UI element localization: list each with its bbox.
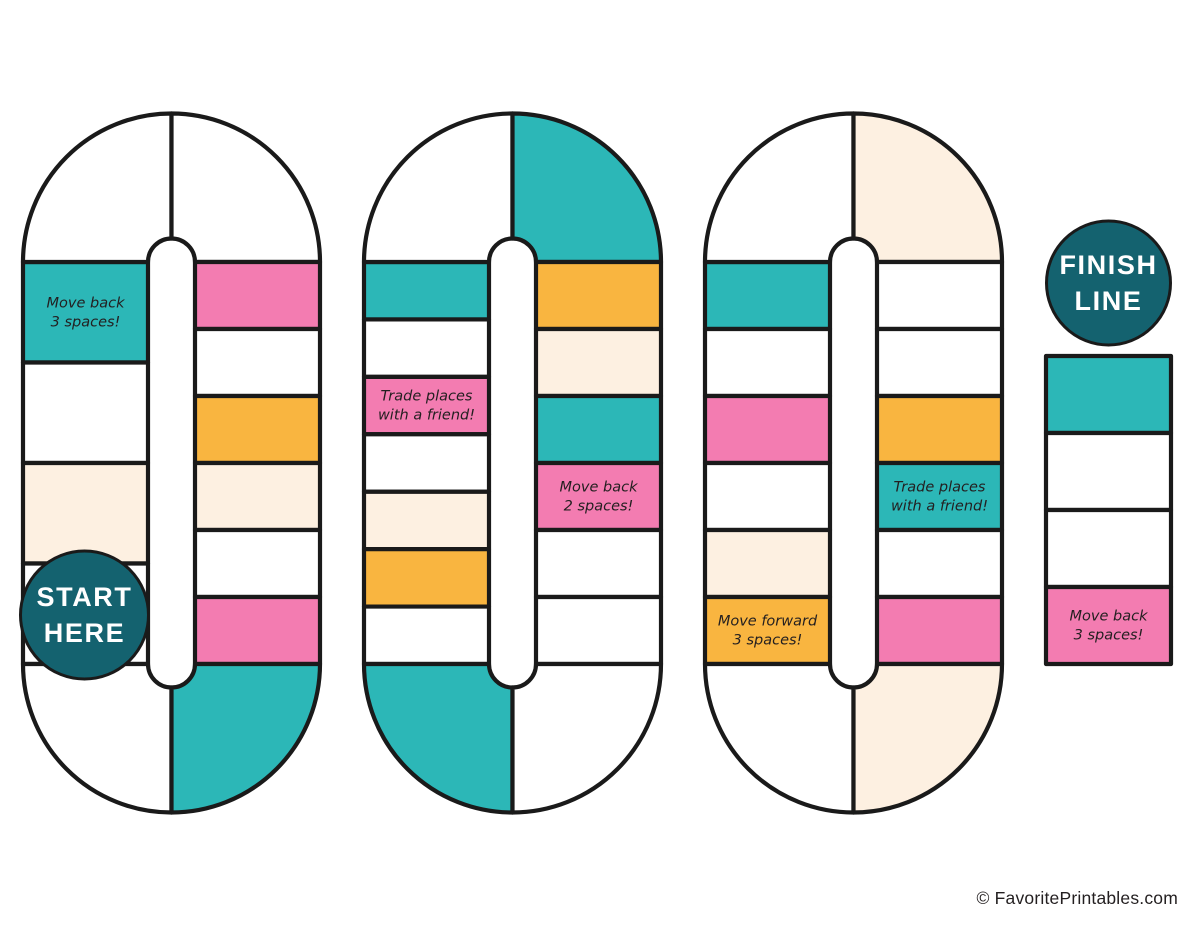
- start-here-marker[interactable]: [19, 549, 150, 681]
- board-space[interactable]: [361, 317, 492, 379]
- board-space[interactable]: [361, 489, 492, 552]
- board-space[interactable]: [192, 259, 323, 332]
- board-space[interactable]: [361, 604, 492, 667]
- board-space[interactable]: [851, 111, 1005, 265]
- board-space[interactable]: [361, 259, 492, 322]
- board-space[interactable]: [702, 326, 833, 399]
- board-space[interactable]: [1043, 430, 1174, 513]
- space-instruction-label: Move back 3 spaces!: [47, 295, 126, 330]
- board-space[interactable]: [874, 326, 1005, 399]
- board-space[interactable]: [192, 393, 323, 466]
- board-space[interactable]: [361, 111, 515, 265]
- board-space[interactable]: [361, 661, 515, 815]
- finish-line-marker-text: FINISH LINE: [1059, 250, 1157, 316]
- board-space[interactable]: [20, 111, 174, 265]
- board-markers-layer: START HERE FINISH LINE: [19, 219, 1172, 681]
- board-space[interactable]: [702, 661, 856, 815]
- board-space[interactable]: [874, 460, 1005, 533]
- site-credit: © FavoritePrintables.com: [976, 888, 1178, 908]
- board-space[interactable]: [702, 393, 833, 466]
- board-space[interactable]: [192, 460, 323, 533]
- board-space[interactable]: [533, 527, 664, 600]
- board-space[interactable]: [533, 259, 664, 332]
- board-space[interactable]: [510, 661, 664, 815]
- board-cell-labels-layer: Move back 3 spaces! Trade places with a fri…: [47, 295, 1149, 648]
- board-cells-layer: [20, 111, 1174, 815]
- board-space[interactable]: [533, 326, 664, 399]
- start-here-marker-text: START HERE: [37, 582, 133, 648]
- board-space[interactable]: [874, 259, 1005, 332]
- space-instruction-label: Trade places with a friend!: [891, 480, 988, 515]
- space-instruction-label: Move back 2 spaces!: [560, 480, 639, 515]
- board-space[interactable]: [20, 460, 151, 566]
- board-space[interactable]: [874, 527, 1005, 600]
- board-space[interactable]: [1043, 353, 1174, 436]
- board-space[interactable]: [192, 594, 323, 667]
- space-instruction-label: Trade places with a friend!: [378, 389, 475, 424]
- board-space[interactable]: [510, 111, 664, 265]
- board-space[interactable]: [361, 432, 492, 494]
- finish-line-marker[interactable]: [1045, 219, 1172, 347]
- board-space[interactable]: [702, 460, 833, 533]
- board-space[interactable]: [533, 594, 664, 667]
- board-space[interactable]: [20, 259, 151, 365]
- board-space[interactable]: [169, 111, 323, 265]
- board-space[interactable]: [169, 661, 323, 815]
- board-space[interactable]: [533, 393, 664, 466]
- board-space[interactable]: [874, 393, 1005, 466]
- board-space[interactable]: [1043, 584, 1174, 667]
- space-instruction-label: Move forward 3 spaces!: [718, 614, 818, 649]
- board-space[interactable]: [702, 594, 833, 667]
- board-space[interactable]: [1043, 507, 1174, 590]
- space-instruction-label: Move back 3 spaces!: [1070, 609, 1149, 644]
- board-space[interactable]: [361, 374, 492, 437]
- board-space[interactable]: [20, 661, 174, 815]
- board-space[interactable]: [702, 527, 833, 600]
- board-space[interactable]: [192, 527, 323, 600]
- board-space[interactable]: [702, 111, 856, 265]
- board-space[interactable]: [20, 360, 151, 466]
- board-space[interactable]: [361, 547, 492, 609]
- board-space[interactable]: [851, 661, 1005, 815]
- board-space[interactable]: [874, 594, 1005, 667]
- board-space[interactable]: [533, 460, 664, 533]
- board-space[interactable]: [192, 326, 323, 399]
- board-space[interactable]: [702, 259, 833, 332]
